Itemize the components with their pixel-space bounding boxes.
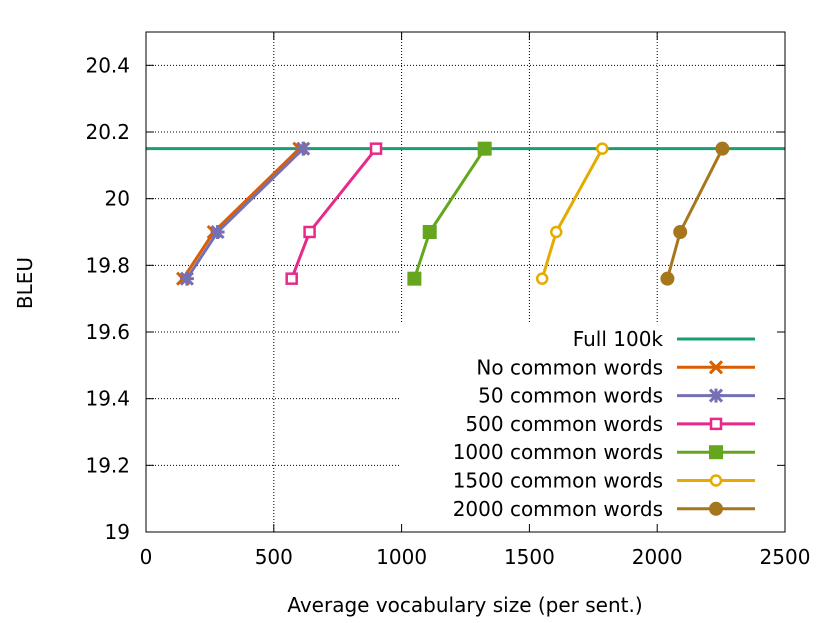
marker-open-square	[303, 225, 316, 239]
y-tick-label: 19.8	[85, 253, 130, 277]
x-tick-label: 1500	[504, 545, 555, 569]
marker-filled-circle	[673, 225, 688, 239]
marker-filled-square	[709, 445, 723, 460]
legend-label: 1500 common words	[453, 469, 663, 493]
marker-open-circle	[595, 142, 609, 155]
marker-open-square	[709, 417, 723, 431]
y-tick-label: 20	[105, 187, 130, 211]
x-tick-label: 500	[255, 545, 293, 569]
plot-frame	[145, 31, 786, 533]
x-tick-label: 2500	[760, 545, 811, 569]
marker-filled-square	[407, 271, 422, 286]
series-2000-common-words	[660, 141, 730, 286]
legend-label: 1000 common words	[453, 440, 663, 464]
axis-ticks: 19 19.2 19.4 19.6 19.8 20 20.2 20.4 0 500 1000 1500…	[85, 32, 810, 569]
series-500-common-words	[285, 142, 383, 285]
marker-filled-circle	[715, 141, 730, 156]
marker-open-square	[285, 272, 298, 285]
y-tick-label: 20.4	[85, 53, 130, 77]
y-axis-label: BLEU	[13, 257, 37, 309]
marker-filled-circle	[660, 271, 675, 286]
series-1000-common-words	[407, 141, 492, 286]
legend-label: No common words	[476, 355, 663, 379]
series-50-common-words	[179, 141, 311, 286]
x-tick-label: 1000	[376, 545, 427, 569]
legend-label: 500 common words	[465, 412, 663, 436]
legend-label: 2000 common words	[453, 497, 663, 521]
y-tick-label: 19	[105, 520, 130, 544]
marker-open-square	[369, 142, 383, 155]
marker-x	[708, 360, 724, 375]
marker-open-circle	[709, 474, 723, 487]
marker-open-circle	[535, 272, 549, 285]
marker-filled-circle	[709, 501, 723, 516]
x-tick-label: 2000	[632, 545, 683, 569]
marker-filled-square	[477, 141, 492, 156]
x-axis-label: Average vocabulary size (per sent.)	[287, 593, 642, 617]
y-tick-label: 19.4	[85, 387, 130, 411]
marker-filled-square	[422, 225, 437, 239]
y-tick-label: 19.2	[85, 453, 130, 477]
legend-label: Full 100k	[573, 327, 664, 351]
grid-lines	[146, 32, 785, 532]
marker-open-circle	[549, 225, 563, 239]
x-tick-label: 0	[140, 545, 153, 569]
y-tick-label: 19.6	[85, 320, 130, 344]
series-1500-common-words	[535, 142, 609, 285]
y-tick-label: 20.2	[85, 120, 130, 144]
series-group	[176, 141, 730, 286]
legend-label: 50 common words	[478, 384, 663, 408]
legend: Full 100k No common words 50 common words 5…	[453, 327, 755, 521]
